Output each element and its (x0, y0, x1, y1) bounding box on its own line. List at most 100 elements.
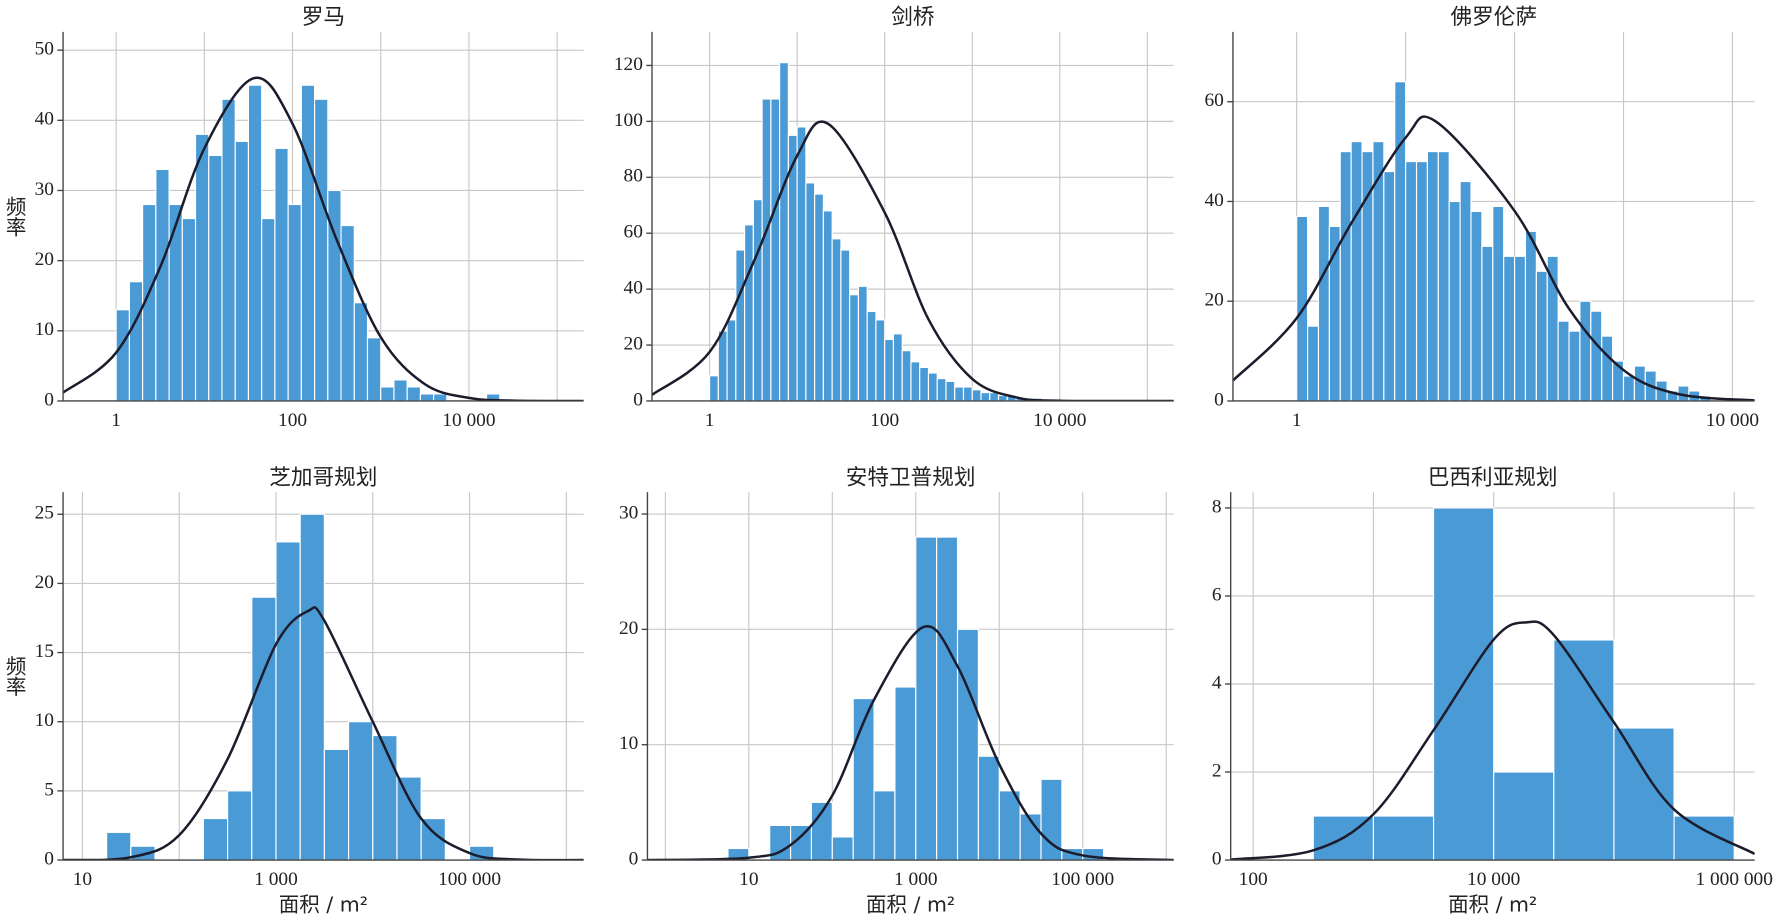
bar (1601, 335, 1614, 402)
y-tick-label: 40 (1204, 190, 1223, 211)
bar (875, 319, 886, 402)
bar (831, 238, 842, 402)
bar (372, 734, 398, 861)
bar (910, 361, 921, 402)
bar (251, 596, 277, 861)
x-tick-label: 1 000 000 (1695, 869, 1772, 890)
y-tick-label: 10 (619, 733, 638, 754)
y-tick-label: 2 (1212, 760, 1222, 781)
bar (726, 319, 737, 402)
bar (202, 817, 229, 861)
y-tick-label: 80 (624, 166, 643, 187)
bar (1317, 205, 1330, 402)
x-tick-label: 1 000 (894, 869, 938, 890)
y-tick-label: 10 (35, 710, 54, 731)
bar (1673, 815, 1735, 861)
bar (752, 199, 763, 402)
x-tick-label: 100 000 (438, 869, 501, 890)
bar (1513, 255, 1527, 402)
chart-title: 安特卫普规划 (846, 465, 976, 490)
bar (155, 168, 170, 402)
bar (380, 386, 395, 402)
bar (208, 154, 223, 402)
bar (936, 378, 947, 402)
bar (1459, 180, 1472, 402)
bar (396, 776, 422, 861)
bar (106, 831, 132, 861)
bar (945, 380, 956, 402)
bar (194, 133, 210, 402)
bar (873, 790, 896, 861)
y-tick-label: 0 (633, 389, 643, 410)
bar (915, 536, 938, 861)
bar (977, 755, 1000, 861)
x-tick-label: 10 000 (442, 410, 495, 431)
x-tick-label: 100 (1239, 869, 1268, 890)
bar (1383, 170, 1396, 402)
panel: 安特卫普规划 10 1 000 100 000 0 10 20 30 面积 / m² (619, 465, 1174, 917)
y-tick-label: 0 (44, 848, 54, 869)
x-axis-label: 面积 / m² (279, 893, 368, 917)
bar (709, 375, 719, 402)
x-tick-label: 1 000 (254, 869, 298, 890)
x-tick-label: 1 (705, 410, 715, 431)
bar (1415, 161, 1428, 402)
y-tick-label: 30 (619, 502, 638, 523)
bar (221, 98, 236, 402)
bar (717, 330, 728, 402)
y-tick-label: 10 (35, 319, 54, 340)
bar (892, 333, 903, 402)
y-tick-label: 6 (1212, 584, 1222, 605)
bar (1553, 639, 1615, 861)
bar (971, 389, 982, 402)
bar (1503, 255, 1516, 402)
bar (1394, 81, 1407, 402)
fit-curve (63, 606, 584, 861)
x-tick-label: 100 000 (1051, 869, 1114, 890)
x-tick-label: 10 (73, 869, 92, 890)
bar (419, 393, 435, 402)
bar (831, 836, 854, 861)
bar (927, 372, 938, 402)
bar (323, 748, 350, 861)
panel: 佛罗伦萨 1 10 000 0 20 40 60 (1204, 5, 1759, 431)
y-axis-label: 频率 (2, 656, 26, 697)
y-tick-label: 20 (619, 618, 638, 639)
panel: 巴西利亚规划 100 10 000 1 000 000 0 2 4 6 8 面积 / m² (1212, 465, 1773, 916)
chart-title: 芝加哥规划 (269, 465, 377, 490)
y-tick-label: 60 (1204, 90, 1223, 111)
y-tick-label: 4 (1212, 672, 1222, 693)
bar (275, 541, 301, 861)
bar (1613, 727, 1675, 861)
fit-curve (63, 76, 584, 401)
y-tick-label: 60 (624, 222, 643, 243)
bar (1350, 141, 1363, 402)
bar (1590, 310, 1603, 402)
bar (822, 210, 833, 402)
y-tick-label: 20 (1204, 290, 1223, 311)
bar (770, 98, 781, 402)
bar (314, 98, 329, 402)
x-tick-label: 10 000 (1706, 410, 1759, 431)
y-tick-label: 15 (35, 641, 54, 662)
bar (954, 386, 965, 402)
bar (406, 386, 421, 402)
bar (1579, 300, 1592, 402)
x-tick-label: 100 (278, 410, 307, 431)
x-tick-label: 1 (1292, 410, 1302, 431)
bar (761, 98, 772, 402)
bar (353, 302, 369, 402)
bar (998, 790, 1021, 861)
x-tick-label: 10 (739, 869, 758, 890)
bar (962, 386, 973, 402)
bar (1481, 245, 1494, 402)
y-tick-label: 40 (624, 278, 643, 299)
bar (884, 338, 895, 402)
bar (980, 392, 991, 402)
bar (857, 285, 868, 402)
y-tick-label: 0 (44, 389, 54, 410)
bar (181, 217, 197, 402)
fit-curve (1232, 115, 1755, 401)
bar (168, 203, 183, 402)
